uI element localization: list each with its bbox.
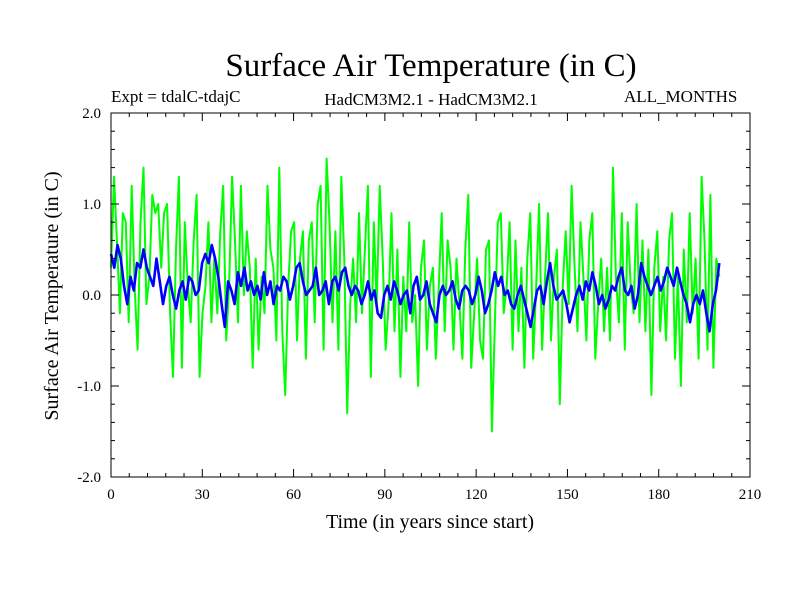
tick-layer bbox=[110, 112, 751, 478]
series-line-running-mean bbox=[109, 243, 721, 333]
x-tick-label: 0 bbox=[107, 487, 115, 503]
y-tick-label: 1.0 bbox=[82, 197, 101, 213]
model-label: HadCM3M2.1 - HadCM3M2.1 bbox=[324, 90, 538, 109]
x-axis-label: Time (in years since start) bbox=[326, 511, 534, 533]
tick-label-layer: 0 30 60 90 120 150 180 210 -2.0 -1.0 0.0 1.0 2.0 bbox=[77, 106, 761, 503]
months-label: ALL_MONTHS bbox=[624, 87, 738, 106]
y-tick-label: -1.0 bbox=[77, 379, 101, 395]
series-line-monthly bbox=[110, 157, 721, 433]
y-tick-label: -2.0 bbox=[77, 470, 101, 486]
x-tick-label: 150 bbox=[556, 487, 579, 503]
series-layer bbox=[109, 157, 721, 433]
y-axis-label: Surface Air Temperature (in C) bbox=[41, 171, 63, 420]
x-tick-label: 180 bbox=[647, 487, 670, 503]
x-tick-label: 120 bbox=[465, 487, 488, 503]
experiment-label: Expt = tdalC-tdajC bbox=[111, 87, 241, 106]
x-tick-label: 210 bbox=[739, 487, 762, 503]
y-tick-label: 0.0 bbox=[82, 288, 101, 304]
x-tick-label: 90 bbox=[377, 487, 392, 503]
chart-title: Surface Air Temperature (in C) bbox=[225, 48, 637, 84]
y-tick-label: 2.0 bbox=[82, 106, 101, 122]
x-tick-label: 60 bbox=[286, 487, 301, 503]
x-tick-label: 30 bbox=[195, 487, 210, 503]
